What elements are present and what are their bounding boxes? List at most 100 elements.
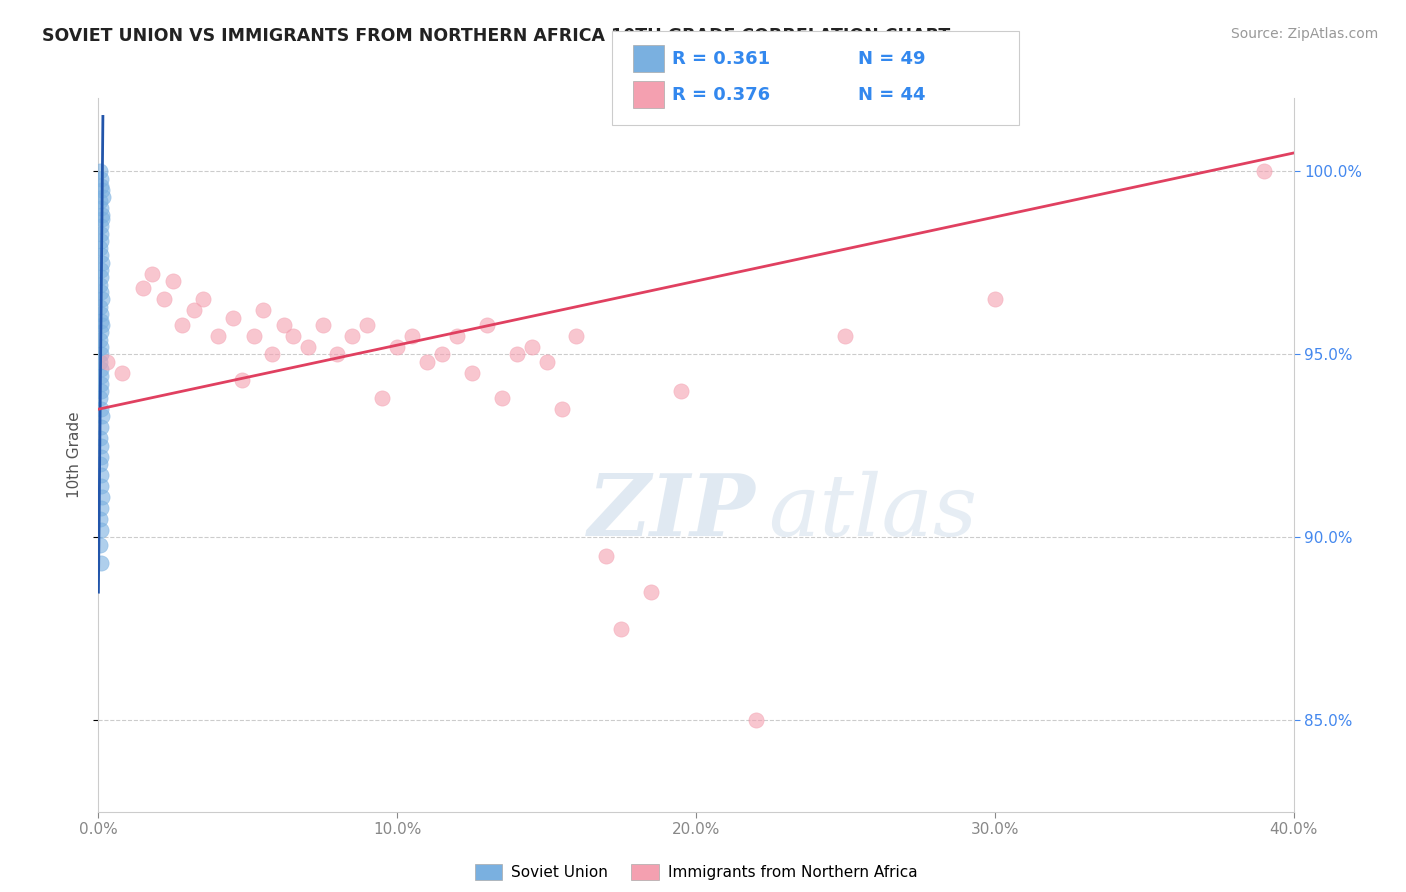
Point [89,241,111,255]
Point [89,538,111,552]
Point [401,329,423,343]
Point [141,267,163,281]
Text: atlas: atlas [768,471,977,553]
Point [91,183,114,197]
Point [89,432,111,446]
Point [491,391,513,405]
Point [91,190,114,204]
Point [536,354,558,368]
Point [90,256,112,270]
Point [89,457,111,471]
Text: N = 44: N = 44 [858,86,925,103]
Point [550,402,572,417]
Point [446,329,468,343]
Text: R = 0.361: R = 0.361 [672,50,770,68]
Point [90,490,112,504]
Point [111,366,134,380]
Point [281,329,304,343]
Point [273,318,295,332]
Point [90,171,112,186]
Point [183,303,205,318]
Point [90,208,112,222]
Text: N = 49: N = 49 [858,50,925,68]
Point [342,329,364,343]
Point [90,234,112,248]
Point [520,340,543,354]
Point [356,318,378,332]
Point [90,248,112,262]
Point [745,713,768,727]
Point [90,201,112,215]
Point [207,329,229,343]
Point [669,384,692,398]
Point [91,293,114,307]
Point [89,479,111,493]
Point [89,164,111,178]
Point [326,347,349,361]
Point [90,384,112,398]
Point [90,468,112,483]
Point [90,318,112,332]
Point [90,307,112,321]
Point [191,293,214,307]
Point [385,340,409,354]
Point [89,219,111,234]
Point [90,314,112,328]
Point [89,333,111,347]
Point [162,274,184,288]
Point [461,366,484,380]
Point [89,391,111,405]
Point [90,285,112,299]
Point [89,420,111,434]
Point [984,293,1007,307]
Point [90,340,112,354]
Point [90,227,112,241]
Point [90,523,112,537]
Point [506,347,529,361]
Point [90,178,112,193]
Point [89,277,111,292]
Point [90,347,112,361]
Point [252,303,274,318]
Point [89,263,111,277]
Point [260,347,283,361]
Point [132,281,155,295]
Point [90,409,112,424]
Point [610,622,633,636]
Point [371,391,394,405]
Point [89,512,111,526]
Point [90,500,112,515]
Text: ZIP: ZIP [588,470,756,554]
Point [90,376,112,391]
Text: R = 0.376: R = 0.376 [672,86,770,103]
Point [89,300,111,314]
Point [834,329,856,343]
Y-axis label: 10th Grade: 10th Grade [67,411,83,499]
Point [640,585,662,599]
Point [595,549,617,563]
Point [90,439,112,453]
Point [90,362,112,376]
Point [96,354,118,368]
Point [243,329,266,343]
Point [89,326,111,340]
Point [91,211,114,226]
Point [90,450,112,464]
Point [475,318,498,332]
Point [430,347,453,361]
Point [565,329,588,343]
Point [90,556,112,570]
Point [222,310,245,325]
Point [297,340,319,354]
Point [90,270,112,285]
Point [172,318,194,332]
Point [311,318,333,332]
Text: SOVIET UNION VS IMMIGRANTS FROM NORTHERN AFRICA 10TH GRADE CORRELATION CHART: SOVIET UNION VS IMMIGRANTS FROM NORTHERN… [42,27,950,45]
Point [416,354,439,368]
Point [1253,164,1275,178]
Point [153,293,176,307]
Legend: Soviet Union, Immigrants from Northern Africa: Soviet Union, Immigrants from Northern A… [468,858,924,886]
Point [89,194,111,208]
Point [90,402,112,417]
Point [89,354,111,368]
